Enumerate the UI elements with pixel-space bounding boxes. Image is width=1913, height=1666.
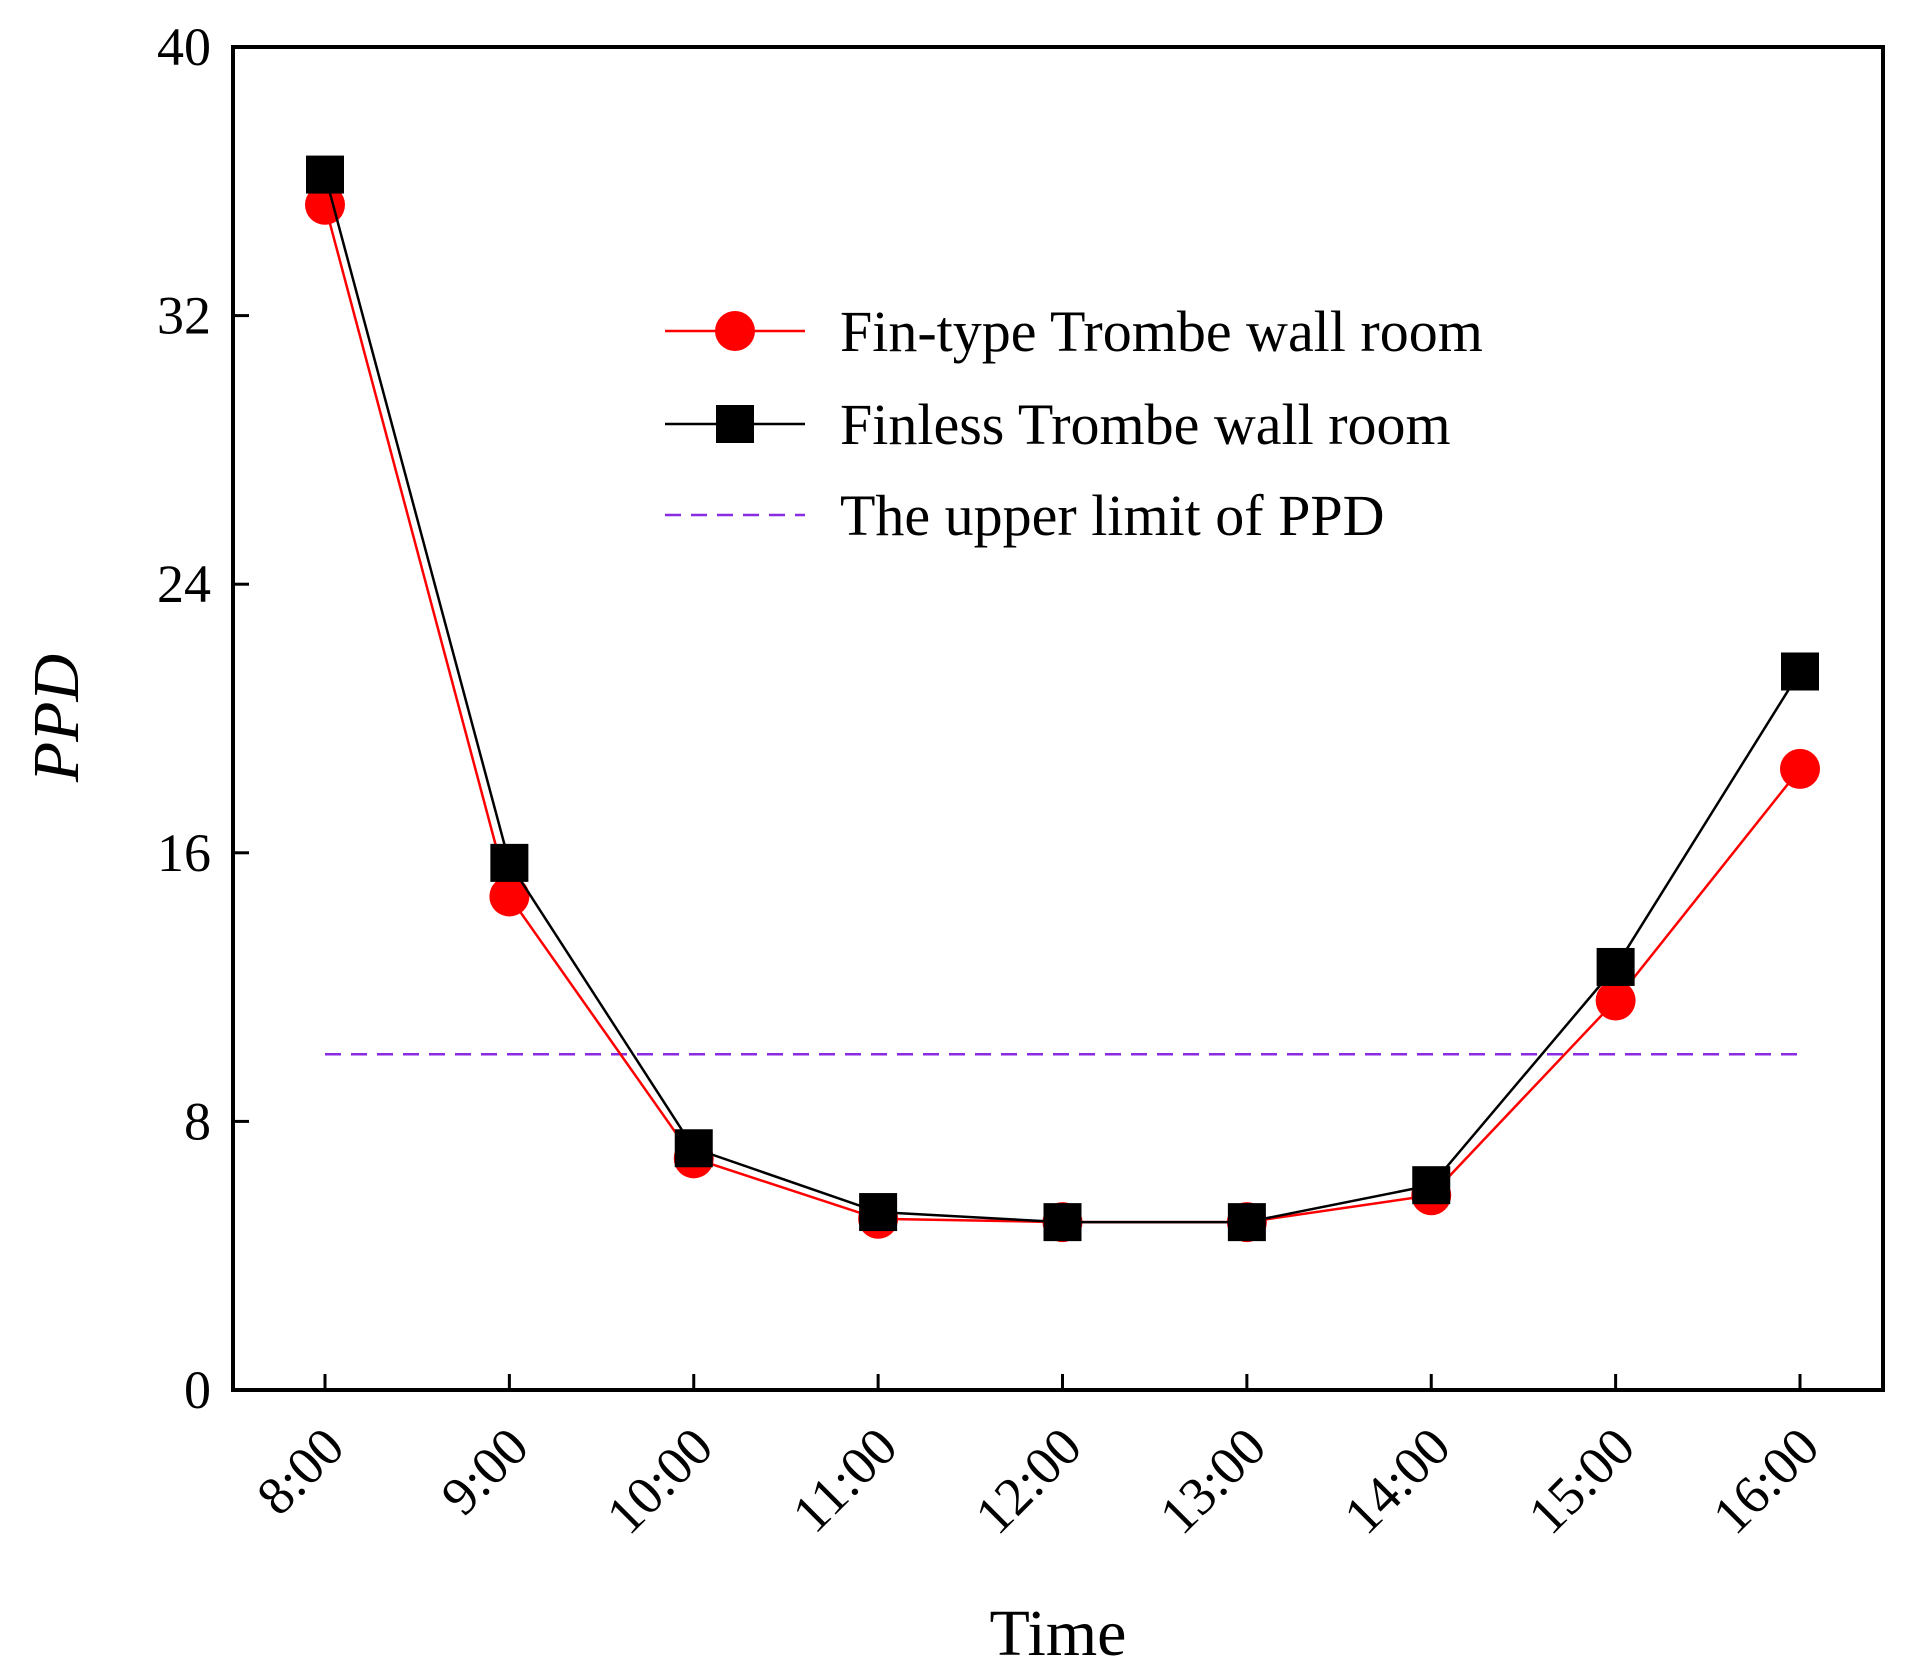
legend: Fin-type Trombe wall room Finless Trombe…: [665, 299, 1483, 548]
legend-item-fin-type: Fin-type Trombe wall room: [665, 299, 1483, 364]
x-tick-label: 12:00: [964, 1416, 1093, 1545]
legend-item-finless: Finless Trombe wall room: [665, 392, 1451, 457]
y-tick-label: 24: [157, 554, 211, 614]
y-tick-label: 16: [157, 823, 211, 883]
x-axis-title: Time: [990, 1597, 1127, 1666]
point-finless: [1781, 652, 1819, 691]
point-finless: [859, 1193, 898, 1232]
y-axis-title: PPD: [20, 654, 93, 783]
point-fin-type: [489, 876, 530, 917]
point-finless: [1227, 1203, 1266, 1242]
legend-item-upper-limit: The upper limit of PPD: [665, 483, 1385, 548]
x-tick-label: 13:00: [1148, 1416, 1277, 1545]
point-finless: [306, 155, 344, 194]
legend-label-finless: Finless Trombe wall room: [840, 392, 1451, 457]
y-tick-label: 32: [157, 286, 211, 346]
point-fin-type: [1595, 980, 1636, 1021]
x-tick-label: 14:00: [1332, 1416, 1461, 1545]
y-tick-label: 8: [184, 1091, 211, 1151]
y-axis-ticks: 0 8 16 24 32 40: [157, 17, 249, 1420]
point-finless: [1596, 947, 1635, 986]
x-tick-label: 10:00: [595, 1416, 724, 1545]
legend-marker-finless: [716, 405, 754, 443]
legend-label-fin-type: Fin-type Trombe wall room: [840, 299, 1483, 364]
point-finless: [1412, 1166, 1451, 1205]
legend-marker-fin-type: [715, 311, 755, 351]
series-finless: [306, 155, 1819, 1242]
x-axis-ticks: 8:00 9:00 10:00 11:00 12:00 13:00 14:00 15:00 16…: [245, 1374, 1830, 1545]
legend-label-upper-limit: The upper limit of PPD: [840, 483, 1385, 548]
point-finless: [674, 1129, 713, 1168]
x-tick-label: 11:00: [781, 1416, 909, 1544]
x-tick-label: 9:00: [430, 1416, 540, 1526]
x-tick-label: 8:00: [245, 1416, 355, 1526]
x-tick-label: 15:00: [1517, 1416, 1646, 1545]
y-tick-label: 40: [157, 17, 211, 77]
x-tick-label: 16:00: [1701, 1416, 1830, 1545]
point-finless: [490, 843, 529, 882]
plot-frame: [231, 45, 1885, 1392]
series-layer: [305, 155, 1820, 1243]
point-finless: [1043, 1203, 1082, 1242]
point-fin-type: [1780, 748, 1820, 789]
y-tick-label: 0: [184, 1360, 211, 1420]
